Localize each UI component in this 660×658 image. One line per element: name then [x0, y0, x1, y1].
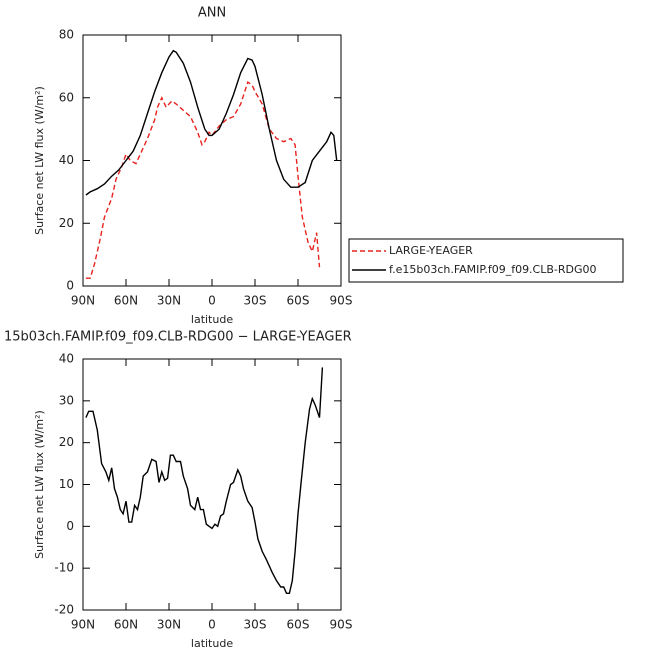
y-axis-label: Surface net LW flux (W/m²): [33, 86, 46, 235]
x-axis-label: latitude: [191, 313, 233, 326]
x-tick-label: 90S: [330, 618, 353, 632]
y-tick-label: 60: [59, 90, 74, 104]
y-tick-label: 40: [59, 153, 74, 167]
legend-label: f.e15b03ch.FAMIP.f09_f09.CLB-RDG00: [389, 263, 597, 276]
legend-label: LARGE-YEAGER: [389, 244, 473, 257]
chart-title: 15b03ch.FAMIP.f09_f09.CLB-RDG00 − LARGE-…: [4, 330, 352, 345]
x-tick-label: 30N: [157, 618, 181, 632]
x-tick-label: 0: [208, 294, 216, 308]
y-tick-label: -20: [54, 603, 74, 617]
x-tick-label: 90N: [71, 294, 95, 308]
y-tick-label: 40: [59, 352, 74, 366]
y-tick-label: 0: [66, 519, 74, 533]
y-tick-label: -10: [54, 561, 74, 575]
data-line: [85, 367, 324, 594]
y-tick-label: 10: [59, 477, 74, 491]
x-tick-label: 60S: [287, 618, 310, 632]
y-tick-label: 20: [59, 435, 74, 449]
y-tick-label: 30: [59, 393, 74, 407]
x-tick-label: 90N: [71, 618, 95, 632]
chart-title: ANN: [198, 6, 226, 21]
y-tick-label: 20: [59, 216, 74, 230]
x-axis-label: latitude: [191, 637, 233, 650]
x-tick-label: 0: [208, 618, 216, 632]
legend-box: [348, 238, 624, 283]
x-tick-label: 60S: [287, 294, 310, 308]
y-tick-label: 80: [59, 28, 74, 42]
x-tick-label: 90S: [330, 294, 353, 308]
x-tick-label: 30S: [244, 618, 267, 632]
x-tick-label: 30N: [157, 294, 181, 308]
plot-frame: [82, 34, 342, 287]
x-tick-label: 30S: [244, 294, 267, 308]
plot-frame: [82, 358, 342, 611]
y-axis-label: Surface net LW flux (W/m²): [33, 410, 46, 559]
y-tick-label: 0: [66, 279, 74, 293]
x-tick-label: 60N: [114, 618, 138, 632]
x-tick-label: 60N: [114, 294, 138, 308]
data-line: [85, 49, 338, 196]
data-line: [85, 80, 321, 279]
